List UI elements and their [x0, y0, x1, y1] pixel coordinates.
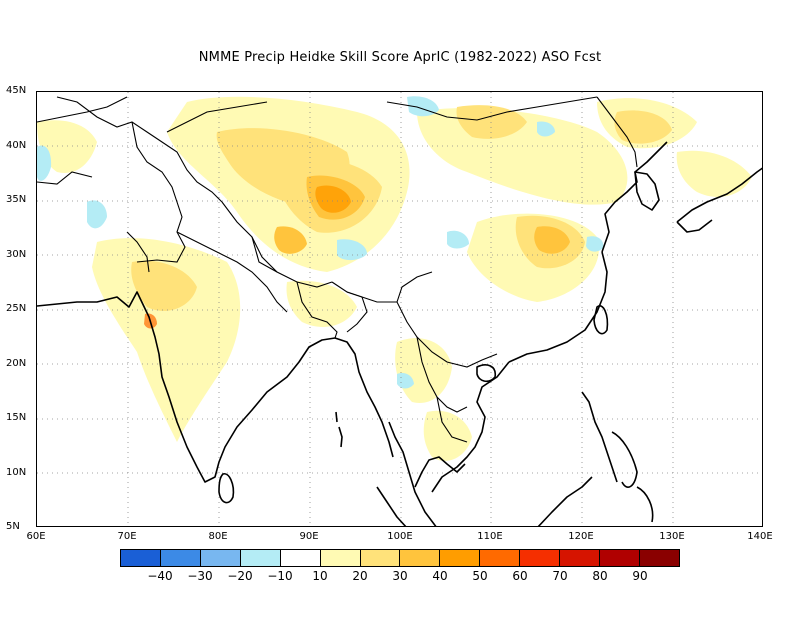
colorbar-label: 20: [352, 569, 368, 583]
lon-label-60e: 60E: [26, 531, 46, 542]
map-panel: [36, 91, 763, 527]
colorbar-cell: [240, 550, 281, 566]
lon-label-70e: 70E: [117, 531, 137, 542]
colorbar-label: −20: [227, 569, 253, 583]
skill-shading: [37, 96, 752, 461]
colorbar-cell: [320, 550, 361, 566]
colorbar-cell: [639, 550, 679, 566]
colorbar-cell: [200, 550, 241, 566]
colorbar-cell: [560, 550, 601, 566]
colorbar-label: −30: [187, 569, 213, 583]
colorbar-label: −40: [147, 569, 173, 583]
colorbar-cell: [480, 550, 521, 566]
lon-label-80e: 80E: [208, 531, 228, 542]
colorbar-label: 80: [592, 569, 608, 583]
chart-title: NMME Precip Heidke Skill Score AprIC (19…: [198, 50, 602, 65]
map-region: [37, 92, 762, 526]
colorbar-cell: [360, 550, 401, 566]
colorbar-label: 60: [512, 569, 528, 583]
lat-label-5n: 5N: [6, 521, 20, 532]
colorbar-cell: [440, 550, 481, 566]
colorbar-cell: [520, 550, 561, 566]
colorbar: [120, 549, 680, 567]
lat-label-30n: 30N: [6, 249, 27, 260]
colorbar-label: 70: [552, 569, 568, 583]
lat-label-20n: 20N: [6, 358, 27, 369]
lon-label-110e: 110E: [477, 531, 503, 542]
lat-label-10n: 10N: [6, 467, 27, 478]
colorbar-label: 10: [312, 569, 328, 583]
colorbar-cell: [280, 550, 321, 566]
lon-label-140e: 140E: [747, 531, 773, 542]
lat-label-15n: 15N: [6, 412, 27, 423]
colorbar-label: 30: [392, 569, 408, 583]
colorbar-cell: [600, 550, 640, 566]
grid-lines: [37, 92, 762, 526]
colorbar-label: 50: [472, 569, 488, 583]
lat-label-40n: 40N: [6, 140, 27, 151]
lat-label-35n: 35N: [6, 194, 27, 205]
lon-label-130e: 130E: [659, 531, 685, 542]
coastline: [37, 141, 762, 526]
colorbar-label: 90: [632, 569, 648, 583]
colorbar-cell: [160, 550, 201, 566]
colorbar-label: 40: [432, 569, 448, 583]
lon-label-100e: 100E: [387, 531, 413, 542]
colorbar-cell: [121, 550, 161, 566]
lat-label-45n: 45N: [6, 85, 27, 96]
colorbar-label: −10: [267, 569, 293, 583]
colorbar-cell: [400, 550, 441, 566]
lon-label-90e: 90E: [299, 531, 319, 542]
lat-label-25n: 25N: [6, 303, 27, 314]
lon-label-120e: 120E: [568, 531, 594, 542]
country-borders: [37, 96, 638, 443]
